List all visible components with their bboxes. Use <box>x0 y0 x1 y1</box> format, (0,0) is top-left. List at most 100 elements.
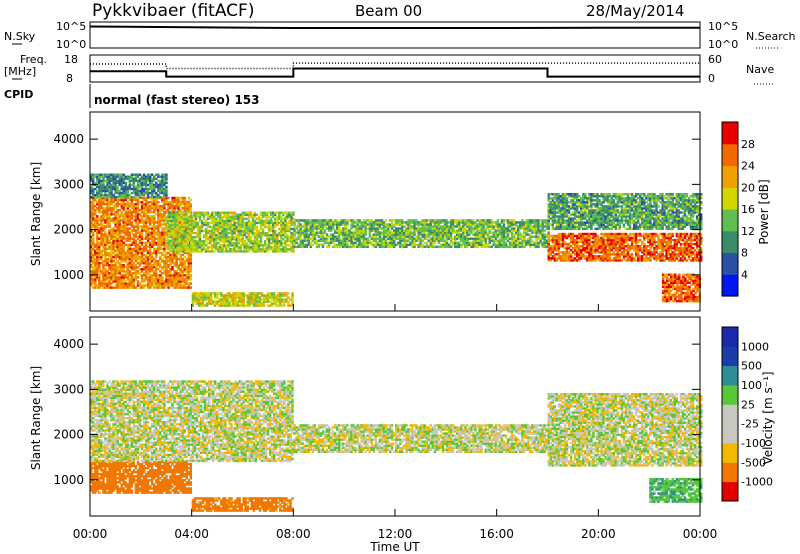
power-cells-cell-4 <box>447 233 451 236</box>
power-cells-cell-1 <box>153 185 156 189</box>
power-cells-cell-1 <box>108 189 111 193</box>
power-cells-cell-4 <box>386 227 390 230</box>
power-cells-cell-4 <box>409 227 412 230</box>
power-cells-cell-0 <box>169 261 172 265</box>
power-cells-cell-2 <box>198 235 202 239</box>
power-cells-cell-1 <box>106 175 109 178</box>
power-cells-cell-2 <box>223 229 226 233</box>
power-cells-cell-2 <box>223 227 226 231</box>
power-cells-cell-4 <box>358 225 361 228</box>
power-cells-cell-4 <box>407 233 410 236</box>
power-cells-cell-2 <box>188 223 192 227</box>
power-cells-cell-0 <box>126 207 130 210</box>
power-cells-cell-0 <box>122 225 125 228</box>
power-cells-cell-2 <box>213 240 216 243</box>
power-cells-cell-1 <box>120 195 123 199</box>
power-cells-cell-4 <box>476 245 479 249</box>
power-cells-cell-0 <box>96 209 99 212</box>
power-cells-cell-3 <box>226 300 229 303</box>
power-cells-cell-2 <box>188 217 192 221</box>
power-cells-cell-2 <box>211 215 214 219</box>
power-cells-cell-2 <box>284 242 287 245</box>
power-cells-cell-4 <box>319 231 323 234</box>
power-cells-cell-0 <box>163 207 166 210</box>
power-cells-cell-0 <box>126 237 130 240</box>
power-cells-cell-0 <box>155 272 158 275</box>
power-cells-cell-4 <box>417 243 420 247</box>
power-cells-cell-0 <box>179 202 182 206</box>
power-cells-cell-0 <box>92 202 95 206</box>
power-cells-cell-0 <box>157 219 160 222</box>
power-cells-cell-1 <box>136 185 140 189</box>
power-cells-cell-0 <box>120 249 123 253</box>
power-cells-cell-0 <box>106 223 109 226</box>
power-cells-cell-4 <box>464 221 467 224</box>
power-cells-cell-0 <box>183 268 186 271</box>
power-cells-cell-4 <box>482 245 485 249</box>
power-cells-cell-0 <box>122 237 125 240</box>
power-cells-cell-4 <box>407 223 410 226</box>
power-cells-cell-2 <box>251 227 255 231</box>
power-cells-cell-1 <box>132 187 136 191</box>
power-cells-cell-4 <box>399 231 402 234</box>
power-cells-cell-0 <box>90 231 93 234</box>
power-cells-cell-2 <box>200 240 204 243</box>
power-cells-cell-0 <box>128 239 132 242</box>
power-cells-cell-2 <box>229 227 232 231</box>
power-cells-cell-0 <box>151 264 154 267</box>
power-cells-cell-4 <box>299 225 302 228</box>
power-cells-cell-4 <box>309 231 313 234</box>
power-cells-cell-4 <box>439 239 443 242</box>
power-cells-cell-0 <box>155 259 158 263</box>
power-cells-cell-3 <box>240 304 243 307</box>
power-cells-cell-0 <box>102 268 105 271</box>
power-cells-cell-2 <box>231 244 234 247</box>
power-cells-cell-0 <box>153 270 156 273</box>
power-cells-cell-3 <box>232 304 235 307</box>
power-cells-cell-2 <box>239 227 242 231</box>
power-cells-cell-0 <box>132 286 136 289</box>
power-cells-cell-0 <box>149 257 152 261</box>
power-cells-cell-4 <box>502 219 506 222</box>
power-cells-cell-4 <box>464 241 467 245</box>
power-cells-cell-3 <box>256 294 260 297</box>
power-cells-cell-0 <box>153 264 156 267</box>
freq-tick-bottom: 8 <box>66 72 73 85</box>
power-cells-cell-0 <box>96 202 99 206</box>
power-cells-cell-0 <box>98 209 101 212</box>
power-cells-cell-4 <box>395 243 398 247</box>
power-cells-cell-0 <box>140 268 144 271</box>
power-cells-cell-0 <box>112 198 115 202</box>
power-cells-cell-4 <box>401 235 404 238</box>
power-cells-cell-4 <box>364 239 367 242</box>
power-cells-cell-1 <box>134 191 138 195</box>
power-cells-cell-0 <box>189 257 193 261</box>
power-cells-cell-0 <box>146 268 150 271</box>
power-cells-cell-4 <box>334 235 337 238</box>
power-cells-cell-4 <box>451 219 455 222</box>
power-cells-cell-0 <box>90 229 93 232</box>
power-cells-cell-4 <box>462 235 465 238</box>
power-cells-cell-2 <box>176 240 179 243</box>
power-cells-cell-4 <box>413 241 416 245</box>
power-cells-cell-4 <box>502 225 506 228</box>
power-cells-cell-4 <box>433 231 437 234</box>
power-cells-cell-2 <box>180 250 183 253</box>
power-cells-cell-4 <box>439 245 443 249</box>
power-cells-cell-2 <box>251 231 255 235</box>
power-cells-cell-4 <box>512 235 516 238</box>
power-cells-cell-3 <box>230 300 233 303</box>
power-cells-cell-1 <box>94 173 97 176</box>
power-cells-cell-4 <box>529 233 532 236</box>
power-cells-cell-4 <box>321 237 325 240</box>
power-cells-cell-0 <box>153 266 156 269</box>
power-cells-cell-4 <box>533 221 536 224</box>
power-cells-cell-1 <box>122 179 125 183</box>
power-cells-cell-4 <box>480 243 483 247</box>
power-cells-cell-4 <box>354 241 357 245</box>
power-cells-cell-1 <box>96 173 99 176</box>
power-cells-cell-0 <box>102 270 105 273</box>
power-cells-cell-1 <box>157 193 160 197</box>
power-cells-cell-0 <box>167 270 170 273</box>
power-cells-cell-4 <box>382 237 386 240</box>
